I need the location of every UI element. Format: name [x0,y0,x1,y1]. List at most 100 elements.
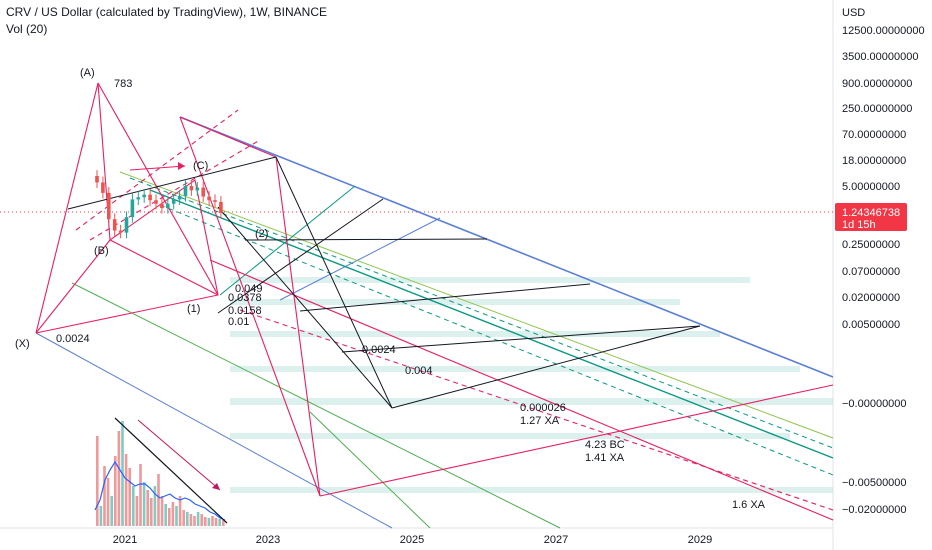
candle-body [142,194,146,198]
volume-bar [150,498,153,526]
volume-bar [114,456,117,526]
label-2: (2) [255,228,268,240]
last-price-value: 1.24346738 [842,207,900,219]
last-price-countdown: 1d 15h [842,219,876,231]
y-tick-label: 0.25000000 [842,239,900,251]
harmonic-pattern [35,82,834,521]
volume-bar [193,516,196,526]
label-0-000026: 0.000026 [520,402,566,414]
y-tick-label: 900.00000000 [842,78,912,90]
label-0-0158: 0.0158 [228,305,262,317]
label-x: (X) [15,338,30,350]
x-tick-label: 2029 [688,534,712,546]
candle-body [154,200,158,204]
currency-label: USD [842,7,865,19]
candle-body [171,199,176,204]
candle-body [118,230,123,233]
x-tick-label: 2023 [256,534,280,546]
x-tick-label: 2021 [113,534,137,546]
volume-bar [99,506,103,526]
price-axis[interactable] [833,0,932,550]
volume-bar [214,518,218,526]
volume-bar [171,502,175,526]
label-4-23-bc: 4.23 BC [585,439,625,451]
candle-body [101,182,105,193]
label-783: 783 [114,78,132,90]
candle-body [124,217,129,233]
volume-bar [196,512,200,526]
candle-body [219,201,223,213]
x-tick-label: 2027 [544,534,568,546]
volume-bar [211,516,214,526]
y-tick-label: 250.00000000 [842,103,912,115]
candle-body [213,200,217,202]
volume-bar [222,520,225,526]
volume-bar [178,496,182,526]
candle-body [183,186,188,196]
volume-bar [110,496,113,526]
volume-bar [207,518,211,526]
y-tick-label: 5.00000000 [842,181,900,193]
black-pitchfork [67,156,701,409]
y-tick-label: 70.00000000 [842,129,906,141]
label-c: (C) [193,160,208,172]
volume-bar [103,466,106,526]
candle-body [130,199,135,218]
candle-body [148,194,152,201]
candle-body [95,175,99,183]
last-price-tag[interactable]: 1.24346738 1d 15h [835,203,907,231]
volume-bar [96,436,99,526]
volume-bar [182,510,185,526]
label-0-004: 0.004 [405,365,433,377]
volume-bar [204,517,207,526]
label-1-6-xa: 1.6 XA [732,499,766,511]
label-0-01: 0.01 [228,316,249,328]
chart-title: CRV / US Dollar (calculated by TradingVi… [6,5,328,19]
y-tick-label: −0.00500000 [842,477,907,489]
x-tick-label: 2025 [400,534,424,546]
volume-bar [124,454,128,526]
fib-zones [230,277,833,493]
y-tick-label: 0.07000000 [842,266,900,278]
x-tick-labels: 2021 2023 2025 2027 2029 [113,534,712,546]
volume-bar [186,512,189,526]
candle-body [107,192,111,220]
candle-body [166,203,170,209]
volume-bar [128,468,131,526]
volume-bar [146,490,149,526]
price-candles [95,170,223,239]
volume-arrow-line [137,419,221,491]
volume-bar [189,514,193,526]
pattern-labels: (A) 783 (C) (B) (2) (1) (X) 0.0024 0.049… [15,67,766,511]
y-tick-label: −0.02000000 [842,504,907,516]
volume-bar [132,486,135,526]
y-tick-labels: 12500.00000000 3500.00000000 900.00000000 2… [842,25,925,516]
volume-bar [153,486,157,526]
label-1-41-xa: 1.41 XA [585,452,625,464]
volume-arrow-head [212,483,220,490]
label-1: (1) [187,303,200,315]
volume-bars [96,421,225,526]
label-b: (B) [94,245,109,257]
volume-bar [175,506,178,526]
y-tick-label: 3500.00000000 [842,51,918,63]
volume-bar [160,496,164,526]
candle-body [112,219,117,231]
volume-bar [168,508,171,526]
label-0-0024-mid: 0.0024 [362,344,396,356]
volume-bar [218,519,221,526]
candle-body [177,195,182,200]
green-channel [71,171,834,529]
candle-body [195,187,200,191]
y-tick-label: 12500.00000000 [842,25,925,37]
volume-bar [135,496,139,526]
volume-indicator-label[interactable]: Vol (20) [6,22,48,36]
volume-bar [157,474,160,526]
candle-body [207,196,211,201]
volume-bar [200,514,203,526]
volume-bar [117,431,121,526]
candle-body [189,186,194,191]
y-tick-label: 0.02000000 [842,292,900,304]
label-0-0378: 0.0378 [228,292,262,304]
